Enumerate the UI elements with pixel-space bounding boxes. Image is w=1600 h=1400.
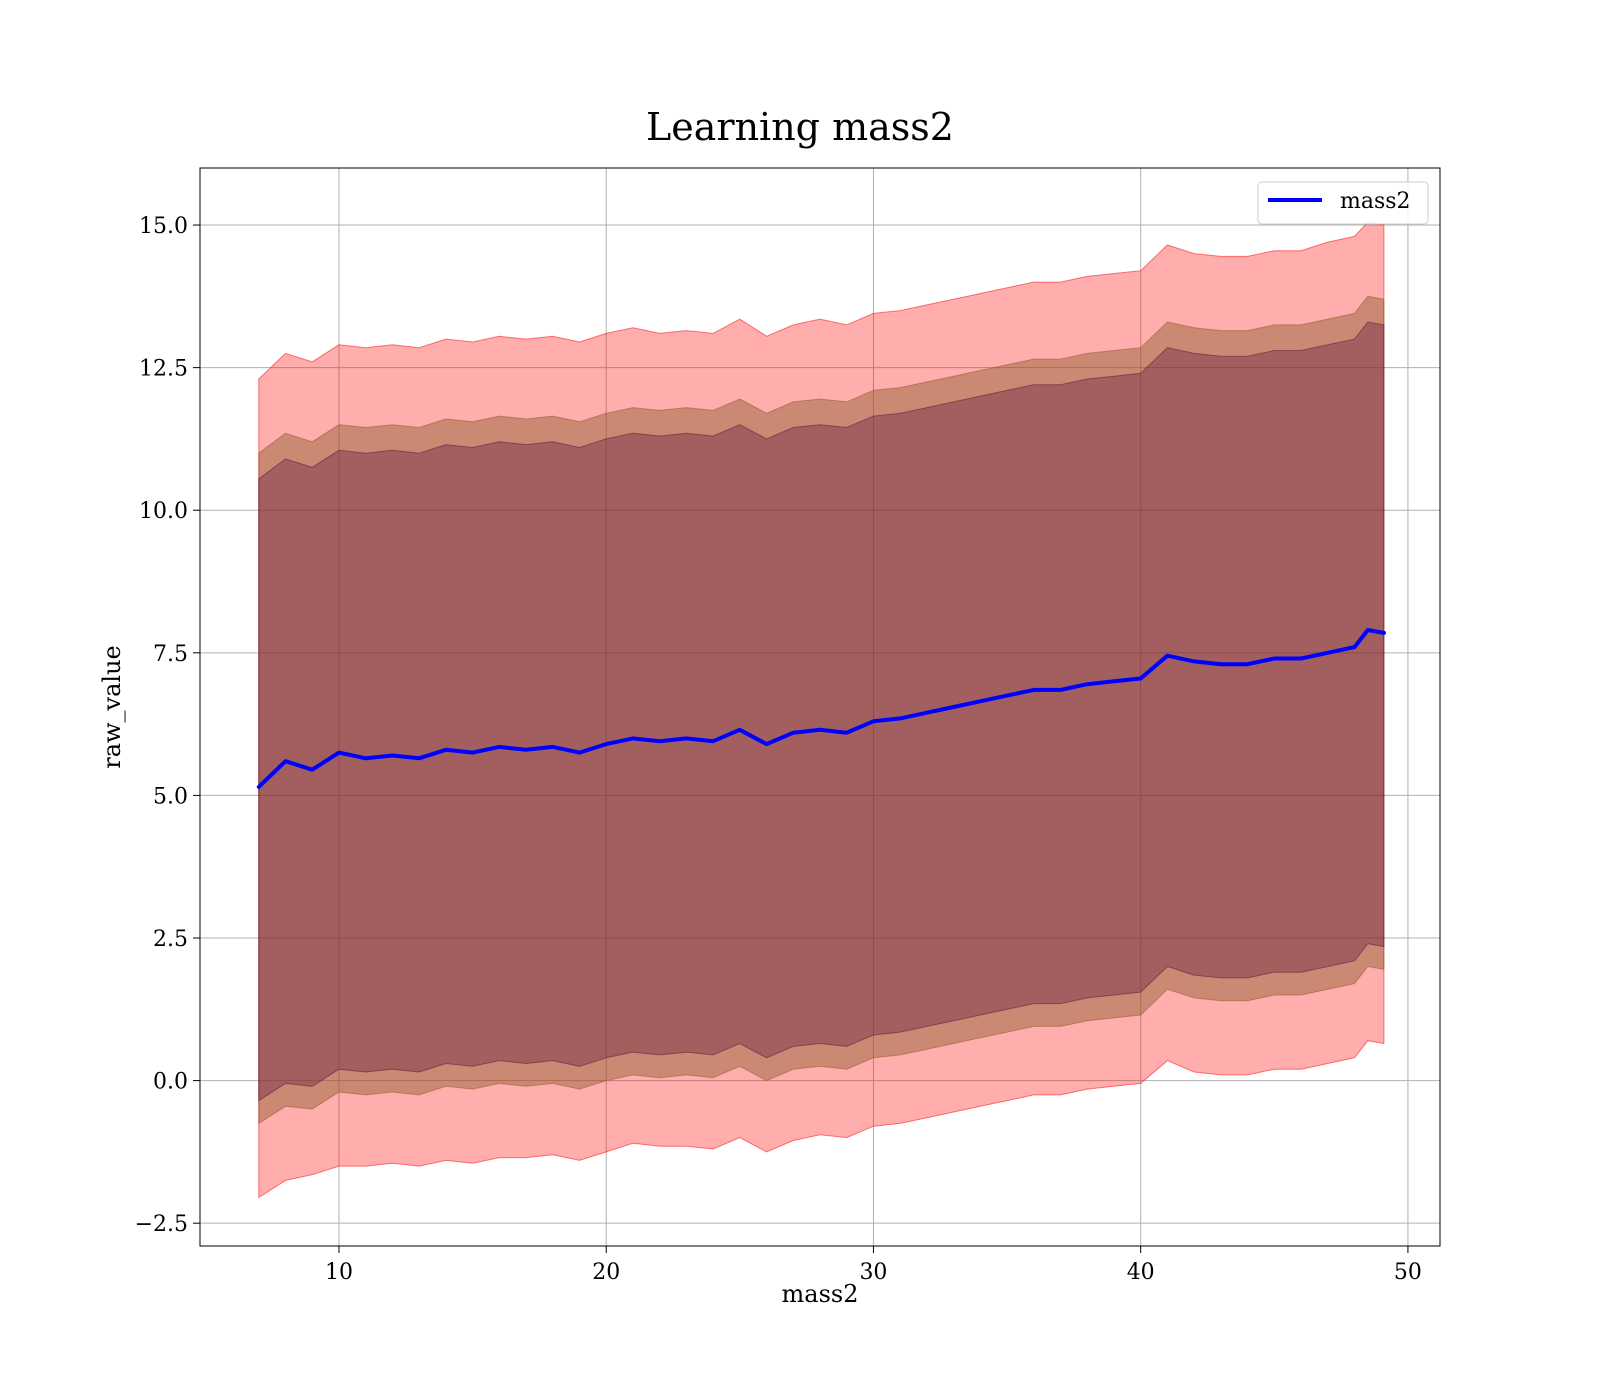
ticks: 10 20 30 40 50 −2.5 0.0 2.5 5.0 7.5 10.0 12.5 15.0	[135, 214, 1422, 1285]
series-lines	[256, 628, 1386, 789]
x-tick-label: 50	[1394, 1260, 1422, 1285]
y-tick-label: 10.0	[139, 499, 188, 524]
bands	[258, 221, 1385, 1199]
x-tick-label: 20	[592, 1260, 620, 1285]
legend-box	[1257, 181, 1429, 225]
y-tick-label: 7.5	[153, 642, 188, 667]
y-tick-label: 5.0	[153, 784, 188, 809]
legend: mass2	[1257, 181, 1429, 225]
confidence-band-2	[258, 295, 1385, 1125]
chart-title: Learning mass2	[646, 105, 954, 149]
y-tick-label: 12.5	[139, 357, 188, 382]
confidence-band-3	[258, 321, 1385, 1102]
y-tick-label: 0.0	[153, 1070, 188, 1095]
y-tick-label: 15.0	[139, 214, 188, 239]
x-axis-label: mass2	[782, 1280, 859, 1308]
x-tick-label: 40	[1127, 1260, 1155, 1285]
plot-frame	[199, 167, 1441, 1247]
grid	[200, 168, 1440, 1246]
series-line-mass2	[256, 628, 1386, 789]
y-axis-label: raw_value	[98, 645, 126, 769]
x-tick-label: 10	[325, 1260, 353, 1285]
legend-label-mass2: mass2	[1340, 189, 1411, 214]
confidence-band-1	[258, 221, 1385, 1199]
x-tick-label: 30	[859, 1260, 887, 1285]
y-tick-label: 2.5	[153, 927, 188, 952]
y-tick-label: −2.5	[135, 1212, 188, 1237]
